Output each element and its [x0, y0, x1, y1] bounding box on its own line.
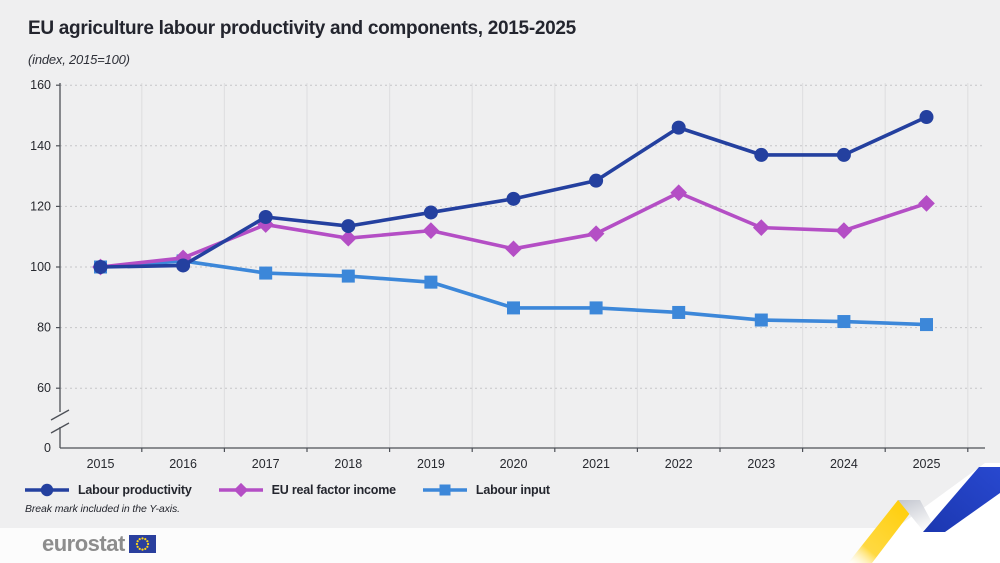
legend-item: Labour input — [422, 482, 550, 498]
ribbon-fold — [898, 500, 936, 532]
svg-text:2017: 2017 — [252, 457, 280, 471]
eurostat-logo: eurostat — [42, 531, 156, 557]
diamond-marker-icon — [218, 482, 263, 498]
ribbon-blue-band — [923, 467, 1000, 532]
svg-text:2025: 2025 — [913, 457, 941, 471]
legend-item: EU real factor income — [218, 482, 396, 498]
legend-item: Labour productivity — [24, 482, 192, 498]
footnote: Break mark included in the Y-axis. — [25, 503, 180, 515]
svg-text:160: 160 — [30, 78, 51, 92]
ribbon-graphic — [848, 463, 1000, 563]
footer-bar — [0, 528, 1000, 563]
svg-text:100: 100 — [30, 260, 51, 274]
chart-subtitle: (index, 2015=100) — [28, 52, 130, 67]
svg-text:0: 0 — [44, 441, 51, 455]
svg-text:2023: 2023 — [747, 457, 775, 471]
svg-text:2015: 2015 — [87, 457, 115, 471]
ribbon-yellow-band — [848, 500, 920, 563]
svg-text:2020: 2020 — [500, 457, 528, 471]
chart-legend: Labour productivity EU real factor income… — [24, 482, 550, 498]
eurostat-logo-text: eurostat — [42, 531, 125, 556]
chart-title: EU agriculture labour productivity and c… — [28, 18, 576, 39]
circle-marker-icon — [25, 483, 69, 497]
svg-text:2021: 2021 — [582, 457, 610, 471]
svg-text:80: 80 — [37, 321, 51, 335]
svg-text:2024: 2024 — [830, 457, 858, 471]
svg-text:2016: 2016 — [169, 457, 197, 471]
svg-text:60: 60 — [37, 381, 51, 395]
svg-text:140: 140 — [30, 139, 51, 153]
eu-flag-icon — [128, 535, 156, 553]
svg-text:2019: 2019 — [417, 457, 445, 471]
svg-text:2018: 2018 — [334, 457, 362, 471]
svg-text:120: 120 — [30, 199, 51, 213]
legend-item-label: EU real factor income — [271, 483, 397, 497]
legend-item-label: Labour input — [475, 483, 550, 497]
square-marker-icon — [422, 484, 467, 496]
svg-text:2022: 2022 — [665, 457, 693, 471]
legend-item-label: Labour productivity — [78, 483, 192, 497]
